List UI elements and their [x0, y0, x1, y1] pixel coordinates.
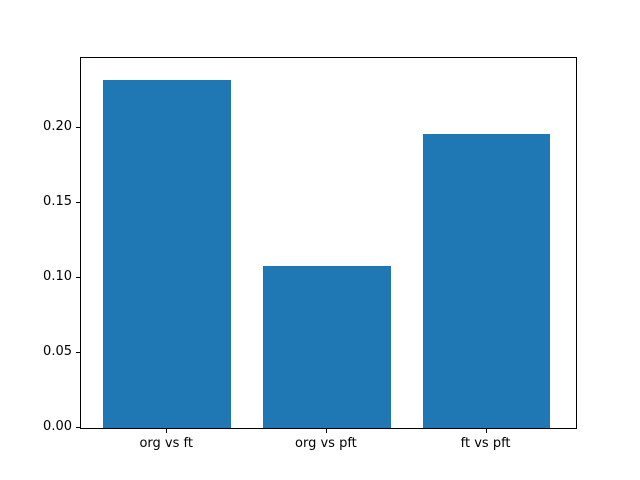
y-axis-tick-label: 0.10	[43, 269, 72, 285]
y-axis-tick-label: 0.00	[43, 419, 72, 434]
y-axis-tick-mark	[76, 277, 80, 279]
plot-area	[80, 57, 577, 429]
x-axis-tick-mark	[325, 429, 327, 433]
y-axis-tick-mark	[76, 202, 80, 204]
bar-ft-vs-pft	[422, 134, 551, 428]
y-axis-tick-label: 0.05	[43, 344, 72, 359]
y-axis-tick-label: 0.20	[43, 119, 72, 135]
bar-org-vs-pft	[263, 266, 391, 428]
x-axis-tick-label: ft vs pft	[460, 436, 511, 451]
bar-org-vs-ft	[103, 80, 232, 428]
x-axis-tick-mark	[485, 429, 487, 433]
y-axis-tick-mark	[76, 352, 80, 353]
y-axis-tick-label: 0.15	[43, 194, 72, 210]
y-axis-tick-mark	[76, 127, 80, 129]
x-axis-tick-label: org vs pft	[295, 436, 357, 451]
y-axis-tick-mark	[76, 427, 80, 428]
x-axis-tick-mark	[166, 429, 168, 433]
x-axis-tick-label: org vs ft	[139, 436, 193, 451]
